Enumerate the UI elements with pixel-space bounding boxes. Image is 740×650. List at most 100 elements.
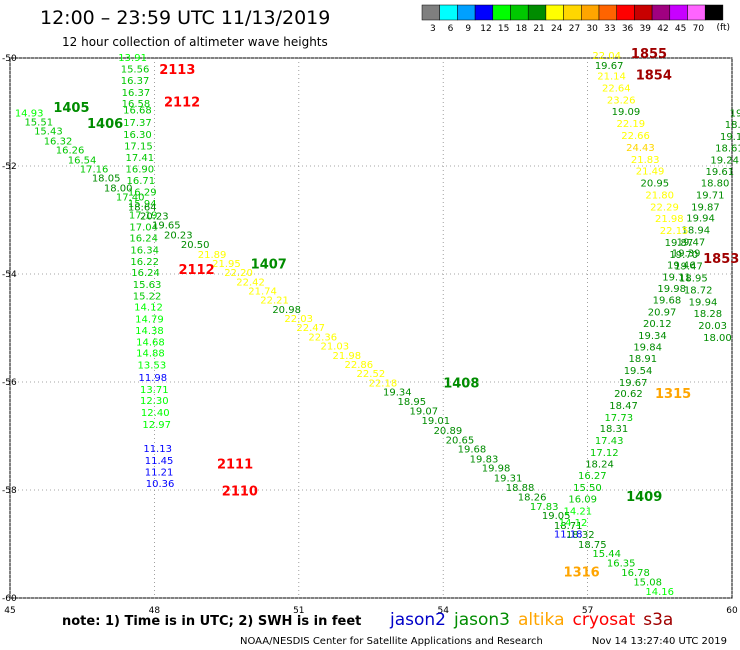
legend-bin-label: 12: [480, 24, 491, 34]
wave-height-label: 15.50: [573, 483, 602, 494]
wave-height-label: 20.62: [614, 389, 643, 400]
wave-height-label: 10.36: [146, 479, 175, 490]
wave-height-label: 14.16: [645, 587, 674, 598]
legend-bin-label: 24: [551, 24, 563, 34]
wave-height-label: 15.22: [133, 291, 162, 302]
wave-height-label: 14.38: [135, 326, 164, 337]
pass-time-label: 1407: [251, 258, 287, 273]
chart-title: 12:00 – 23:59 UTC 11/13/2019: [40, 7, 330, 29]
legend-swatch: [670, 5, 688, 20]
wave-height-label: 14.68: [136, 337, 165, 348]
altimeter-chart: 12:00 – 23:59 UTC 11/13/2019 12 hour col…: [0, 0, 740, 650]
x-tick-label: 60: [726, 606, 738, 616]
wave-height-label: 22.19: [616, 119, 645, 130]
wave-height-label: 16.34: [130, 245, 159, 256]
wave-height-label: 16.09: [568, 494, 597, 505]
plot-area: 45 48 51 54 57 60 -50 -52 -54 -56 -58 -60 13.9115.56…: [2, 47, 740, 616]
wave-height-label: 17.15: [124, 141, 153, 152]
legend-swatch: [652, 5, 670, 20]
wave-height-label: 13.71: [140, 385, 169, 396]
pass-time-label: 1408: [443, 376, 479, 391]
wave-height-label: 21.14: [597, 72, 626, 83]
wave-height-label: 19.47: [674, 262, 703, 273]
wave-height-label: 18.00: [703, 333, 732, 344]
wave-height-label: 18.28: [693, 309, 722, 320]
legend-bin-label: 18: [516, 24, 528, 34]
wave-height-label: 11.45: [145, 456, 174, 467]
wave-height-label: 18.95: [679, 274, 708, 285]
wave-height-label: 21.83: [631, 155, 660, 166]
wave-height-label: 21.98: [655, 214, 684, 225]
wave-height-label: 22.66: [621, 131, 650, 142]
legend-swatch: [440, 5, 458, 20]
wave-height-label: 16.37: [121, 76, 150, 87]
footer-source: NOAA/NESDIS Center for Satellite Applica…: [240, 636, 543, 647]
wave-height-label: 16.30: [123, 130, 152, 141]
wave-height-label: 16.37: [122, 88, 151, 99]
pass-time-label: 2112: [178, 263, 214, 278]
legend-swatch: [634, 5, 652, 20]
satellite-legend: jason2 jason3 altika cryosat s3a: [389, 610, 673, 630]
legend-bin-label: 33: [604, 24, 615, 34]
legend-swatch: [528, 5, 546, 20]
wave-height-label: 19.94: [689, 297, 718, 308]
color-legend: 3 6 9 12 15 18 21 24 27 30 33 36 39 42 45 70: [422, 5, 723, 34]
pass-time-label: 1853: [703, 252, 739, 267]
wave-height-label: 19.09: [612, 107, 641, 118]
wave-height-label: 14.12: [559, 518, 588, 529]
y-tick-label: -56: [2, 378, 17, 388]
pass-time-label: 1854: [636, 69, 672, 84]
legend-bin-label: 30: [586, 24, 598, 34]
wave-height-label: 16.27: [578, 471, 607, 482]
pass-time-label: 1315: [655, 387, 691, 402]
wave-height-label: 19.94: [686, 214, 715, 225]
wave-height-label: 20.12: [643, 319, 672, 330]
wave-height-label: 19.10: [720, 132, 740, 143]
wave-height-label: 16.24: [129, 234, 158, 245]
satellite-name: altika: [518, 610, 565, 630]
wave-height-label: 16.22: [130, 257, 159, 268]
legend-bin-label: 36: [622, 24, 634, 34]
pass-time-label: 1409: [626, 490, 662, 505]
wave-height-label: 18.80: [701, 179, 730, 190]
legend-bin-label: 27: [569, 24, 580, 34]
legend-bin-label: 3: [430, 24, 436, 34]
wave-height-label: 24.43: [626, 143, 655, 154]
y-tick-label: -58: [2, 486, 17, 496]
pass-time-label: 1316: [564, 565, 600, 580]
wave-height-label: 12.97: [142, 420, 171, 431]
wave-height-label: 21.80: [645, 190, 674, 201]
legend-swatch: [457, 5, 475, 20]
legend-swatch: [688, 5, 706, 20]
pass-time-label: 2112: [164, 96, 200, 111]
wave-height-label: 16.24: [131, 268, 160, 279]
wave-height-label: 19.24: [710, 155, 739, 166]
legend-swatch: [705, 5, 723, 20]
wave-height-label: 11.98: [139, 373, 168, 384]
pass-time-label: 1405: [53, 101, 89, 116]
wave-height-label: 14.21: [564, 506, 593, 517]
legend-bin-label: 39: [640, 24, 652, 34]
wave-height-label: 21.49: [636, 167, 665, 178]
wave-height-label: 18.61: [715, 143, 740, 154]
y-tick-label: -54: [2, 270, 17, 280]
wave-height-label: 18.47: [609, 401, 638, 412]
legend-bin-label: 70: [693, 24, 705, 34]
wave-height-label: 17.12: [590, 448, 619, 459]
satellite-name: cryosat: [573, 610, 636, 630]
wave-height-label: 13.91: [118, 53, 147, 64]
pass-time-label: 2110: [222, 484, 258, 499]
wave-height-label: 19.34: [638, 331, 667, 342]
legend-bin-label: 9: [465, 24, 471, 34]
legend-swatch: [546, 5, 564, 20]
wave-height-label: 14.12: [134, 303, 163, 314]
x-tick-label: 45: [4, 606, 15, 616]
wave-height-label: 12.40: [141, 408, 170, 419]
wave-height-label: 17.37: [123, 118, 152, 129]
legend-swatch: [511, 5, 529, 20]
wave-height-label: 19.61: [706, 167, 735, 178]
wave-height-label: 19.67: [619, 378, 648, 389]
y-tick-label: -52: [2, 162, 17, 172]
y-tick-label: -60: [2, 594, 17, 604]
satellite-name: jason3: [453, 610, 510, 630]
